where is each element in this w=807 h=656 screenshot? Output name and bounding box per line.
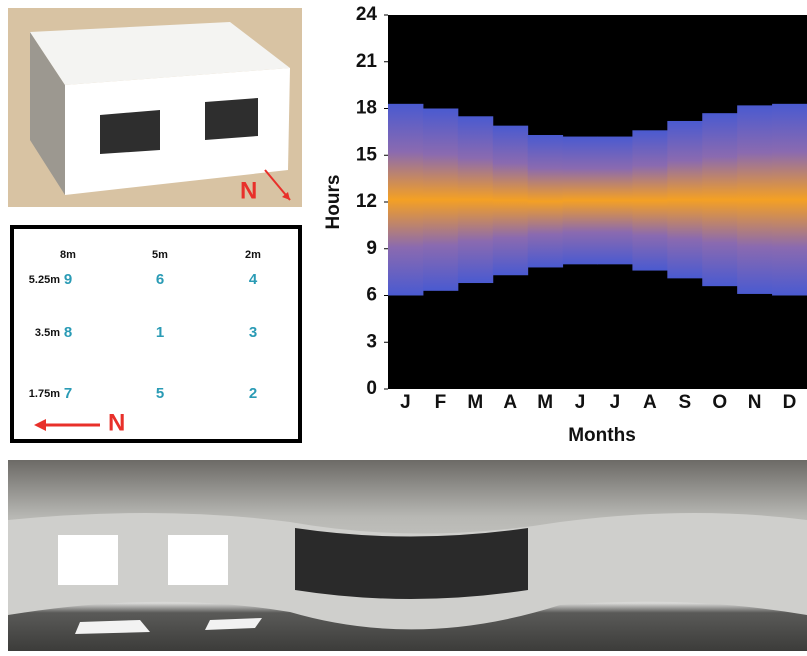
x-axis-label: Months (568, 425, 636, 446)
window (205, 98, 258, 140)
window (168, 535, 228, 585)
daylight-band (388, 104, 423, 296)
daylight-band (667, 121, 702, 278)
daylight-band (632, 130, 667, 270)
y-tick-label: 21 (356, 51, 378, 72)
x-tick-label: D (783, 392, 797, 413)
daylight-band (493, 126, 528, 276)
y-tick-label: 12 (356, 191, 377, 212)
x-tick-label: J (610, 392, 621, 413)
daylight-band (737, 105, 772, 294)
column-label: 5m (152, 249, 168, 261)
x-tick-label: A (643, 392, 657, 413)
sensor-number: 1 (156, 324, 164, 341)
x-tick-label: O (712, 392, 727, 413)
daylight-band (772, 104, 807, 296)
x-tick-label: F (435, 392, 447, 413)
daylight-band (458, 116, 493, 283)
y-tick-label: 9 (366, 238, 377, 259)
daylight-band (528, 135, 563, 267)
light-patch (75, 620, 150, 634)
sensor-number: 3 (249, 324, 257, 341)
row-label: 1.75m (29, 388, 60, 400)
y-tick-label: 24 (356, 4, 378, 25)
panorama (8, 460, 807, 651)
x-tick-label: M (467, 392, 483, 413)
daylight-band (702, 113, 737, 286)
x-tick-label: S (678, 392, 691, 413)
daylight-band (563, 137, 598, 265)
y-tick-label: 6 (366, 285, 377, 306)
dark-window (295, 528, 528, 599)
sensor-grid: N 8m 5m 2m 5.25m 9 6 4 3.5m 8 1 3 1.75m 7 5 2 (12, 227, 300, 441)
column-label: 2m (245, 249, 261, 261)
sensor-number: 5 (156, 385, 164, 402)
y-tick-label: 18 (356, 98, 377, 119)
y-tick-label: 0 (366, 378, 377, 399)
daylight-band (423, 109, 458, 291)
x-tick-label: M (537, 392, 553, 413)
x-tick-label: J (575, 392, 586, 413)
daylight-band (598, 137, 633, 265)
row-label: 3.5m (35, 327, 60, 339)
window (58, 535, 118, 585)
sensor-number: 4 (249, 271, 258, 288)
row-label: 5.25m (29, 274, 60, 286)
x-tick-label: N (748, 392, 762, 413)
figure: N N 8m5m2m5.25m9643.5m8131.75m752 Hours … (0, 0, 807, 651)
sensor-number: 9 (64, 271, 72, 288)
sensor-number: 7 (64, 385, 72, 402)
y-tick-label: 3 (366, 331, 377, 352)
render: N (8, 8, 302, 207)
x-tick-label: J (400, 392, 411, 413)
sensor-number: 8 (64, 324, 72, 341)
sensor-number: 6 (156, 271, 164, 288)
north-label: N (240, 177, 257, 204)
sensor-number: 2 (249, 385, 257, 402)
column-label: 8m (60, 249, 76, 261)
x-tick-label: A (503, 392, 517, 413)
window (100, 110, 160, 154)
north-label: N (108, 409, 125, 436)
y-axis-label: Hours (323, 175, 344, 230)
y-tick-label: 15 (356, 144, 378, 165)
